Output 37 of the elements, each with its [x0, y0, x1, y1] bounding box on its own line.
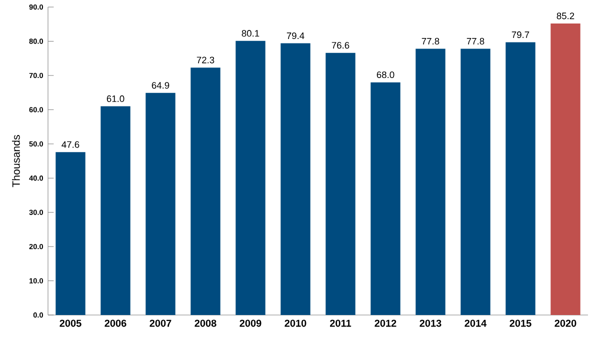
bar: [506, 42, 536, 316]
bar: [550, 23, 580, 316]
x-tick-label: 2006: [104, 320, 126, 327]
x-tick-label: 2008: [194, 320, 216, 327]
x-tick-label: 2009: [240, 320, 262, 327]
data-label: 64.9: [152, 82, 170, 89]
data-label: 77.8: [422, 38, 440, 45]
data-label: 68.0: [376, 71, 394, 78]
bar: [56, 152, 86, 316]
x-tick-label: 2005: [60, 320, 82, 327]
bar: [236, 40, 266, 316]
x-tick-label: 2020: [554, 320, 576, 327]
bar: [326, 52, 356, 316]
bar: [190, 68, 220, 316]
bar: [280, 43, 310, 316]
x-tick-label: 2010: [284, 320, 306, 327]
x-tick-label: 2013: [420, 320, 442, 327]
data-label: 76.6: [332, 42, 350, 49]
data-label: 85.2: [556, 12, 574, 20]
x-tick-label: 2012: [374, 320, 396, 327]
bar: [370, 82, 400, 316]
x-tick-label: 2007: [150, 320, 172, 327]
data-label: 80.1: [242, 30, 260, 37]
bar: [100, 106, 130, 316]
bar: [146, 92, 176, 316]
x-tick-label: 2015: [510, 320, 532, 327]
data-label: 72.3: [196, 56, 214, 64]
data-label: 47.6: [62, 141, 80, 148]
x-tick-label: 2011: [330, 320, 352, 327]
bar: [460, 48, 490, 316]
data-label: 77.8: [466, 38, 484, 45]
x-tick-label: 2014: [464, 320, 487, 327]
data-label: 79.7: [512, 31, 530, 38]
bar: [416, 48, 446, 316]
data-label: 79.4: [286, 32, 304, 40]
data-label: 61.0: [106, 95, 124, 102]
y-axis-title: Thousands: [12, 135, 20, 188]
